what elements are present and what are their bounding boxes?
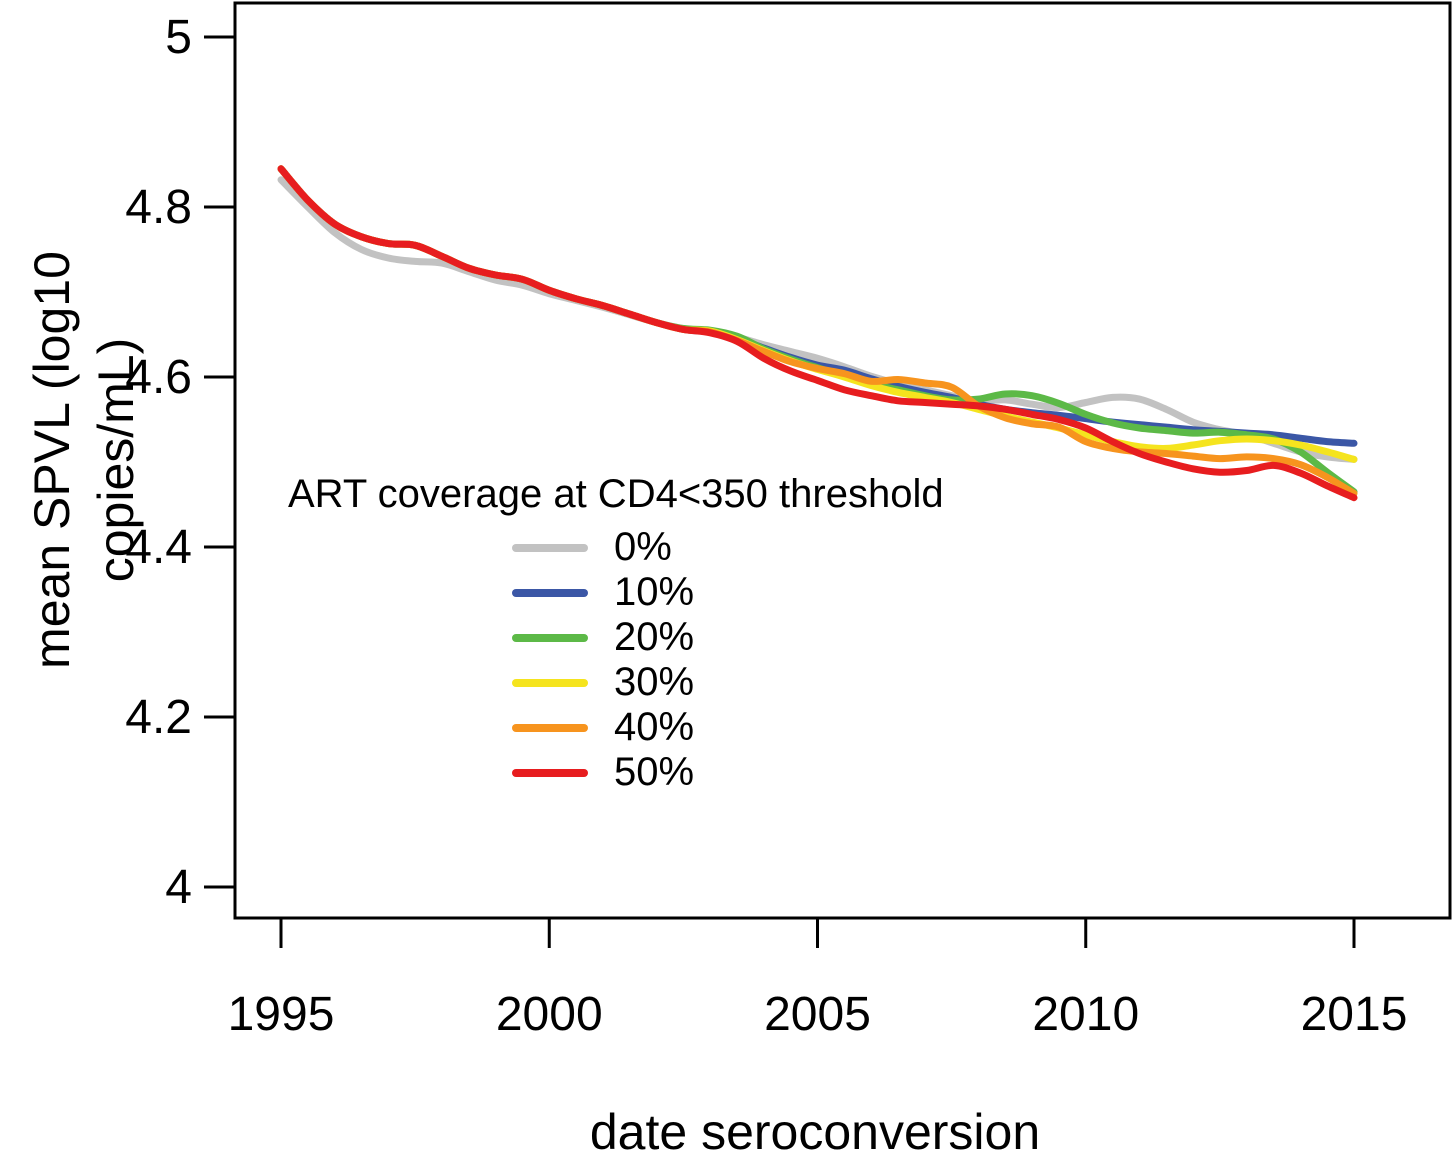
legend-title: ART coverage at CD4<350 threshold	[288, 472, 944, 516]
series-line-50%	[277, 165, 1358, 502]
legend-entry-0pct: 0%	[288, 525, 944, 570]
x-tick-label: 1995	[228, 988, 335, 1041]
y-tick-label: 4.4	[125, 521, 192, 574]
y-tick-label: 4	[165, 861, 192, 914]
legend-swatch-30pct-icon	[512, 678, 588, 687]
legend-entry-40pct: 40%	[288, 705, 944, 750]
plot-box	[233, 1, 1452, 920]
legend-label-0pct: 0%	[614, 525, 672, 569]
y-tick-label: 5	[165, 11, 192, 64]
series-line-0%	[277, 176, 1358, 463]
series-line-10%	[277, 165, 1358, 447]
legend-swatch-10pct-icon	[512, 588, 588, 597]
x-tick-label: 2010	[1032, 988, 1139, 1041]
legend-entry-30pct: 30%	[288, 660, 944, 705]
y-tick-label: 4.2	[125, 691, 192, 744]
y-tick-label: 4.6	[125, 351, 192, 404]
legend-entry-20pct: 20%	[288, 615, 944, 660]
legend-label-20pct: 20%	[614, 615, 695, 659]
legend-label-50pct: 50%	[614, 750, 695, 794]
legend-swatch-40pct-icon	[512, 723, 588, 732]
x-axis-title: date seroconversion	[589, 1104, 1041, 1160]
x-tick-label: 2005	[764, 988, 871, 1041]
legend-label-10pct: 10%	[614, 570, 695, 614]
x-tick-label: 2015	[1301, 988, 1408, 1041]
legend: ART coverage at CD4<350 threshold 0% 10%…	[288, 472, 944, 795]
legend-entry-10pct: 10%	[288, 570, 944, 615]
x-tick-label: 2000	[496, 988, 603, 1041]
legend-label-30pct: 30%	[614, 660, 695, 704]
legend-swatch-50pct-icon	[512, 768, 588, 777]
y-tick-label: 4.8	[125, 181, 192, 234]
legend-label-40pct: 40%	[614, 705, 695, 749]
legend-swatch-20pct-icon	[512, 633, 588, 642]
legend-swatch-0pct-icon	[512, 543, 588, 552]
legend-entry-50pct: 50%	[288, 750, 944, 795]
y-axis-title: mean SPVL (log10 copies/mL)	[24, 251, 144, 669]
series-line-30%	[277, 165, 1358, 463]
